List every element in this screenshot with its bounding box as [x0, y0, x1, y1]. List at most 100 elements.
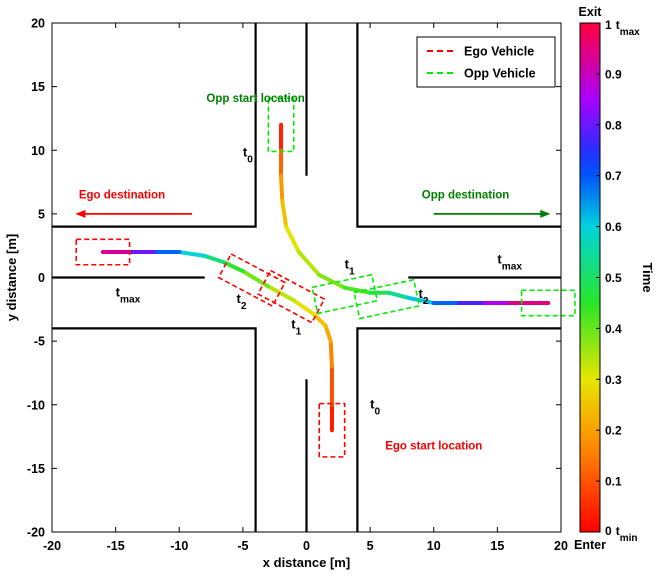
colorbar-enter-label: Enter [574, 538, 606, 552]
annotation-label: Ego start location [385, 440, 482, 452]
trajectory-segment [221, 260, 245, 274]
colorbar-tick-label: 0.6 [605, 220, 622, 234]
x-tick-label: 15 [490, 539, 504, 553]
vehicle-boxes [75, 97, 576, 458]
time-label: tmax [497, 252, 522, 273]
destination-arrow-head [540, 209, 551, 218]
colorbar-bottom-base: t [616, 524, 620, 538]
time-label: t2 [237, 291, 247, 312]
x-axis-label: x distance [m] [263, 555, 350, 570]
road-edges [52, 23, 561, 532]
trajectory-segment [279, 173, 285, 204]
y-tick-label: -20 [27, 526, 45, 540]
time-label-sub: 0 [247, 154, 253, 165]
trajectory-segment [291, 298, 317, 317]
axes: -20 -15 -10 -5 0 5 10 15 2020151050-5-10-15-20x … [4, 17, 568, 571]
time-label-base: t [418, 286, 423, 301]
trajectories [100, 122, 551, 433]
colorbar-tick-label: 0.5 [605, 271, 622, 285]
annotation-label: Opp start location [206, 93, 304, 105]
y-axis-label: y distance [m] [4, 234, 19, 321]
ego-vehicle-box [318, 402, 346, 458]
y-tick-label: 10 [31, 144, 45, 158]
y-tick-label: -5 [34, 335, 45, 349]
time-label-base: t [345, 257, 350, 272]
colorbar-tick-label: 0.3 [605, 373, 622, 387]
opp-vehicle-box [267, 97, 295, 153]
trajectory-segment [317, 272, 347, 290]
time-label: t2 [418, 286, 428, 307]
ego-vehicle-box [217, 252, 287, 308]
destination-arrow-head [75, 209, 86, 218]
time-label-base: t [370, 397, 375, 412]
trajectory-segment [342, 285, 373, 295]
time-label: t1 [291, 316, 301, 337]
x-tick-label: 20 [554, 539, 568, 553]
road-edge-1 [356, 23, 561, 228]
legend: Ego Vehicle Opp Vehicle [416, 36, 556, 88]
time-label-sub: 1 [296, 326, 302, 337]
opp-vehicle-box [353, 278, 421, 320]
colorbar-tick-label: 0.4 [605, 322, 622, 336]
y-tick-label: -10 [27, 398, 45, 412]
ego-vehicle-box [256, 269, 326, 324]
road-edge-0 [52, 23, 257, 228]
colorbar-tick-label: 0.7 [605, 169, 622, 183]
time-label-base: t [497, 252, 502, 267]
trajectory-segment [323, 323, 333, 344]
colorbar-top-tick: 1 tmax [605, 18, 640, 38]
time-label-sub: max [502, 261, 523, 272]
y-tick-label: 0 [38, 271, 45, 285]
trajectory-segment [387, 290, 411, 300]
trajectory-segment [177, 250, 207, 258]
lane-center-lines [52, 23, 561, 532]
time-label-sub: 1 [349, 266, 355, 277]
ego-vehicle-box [75, 238, 131, 266]
colorbar-top-base: t [616, 18, 620, 32]
y-tick-label: 5 [38, 207, 45, 221]
trajectory-segment [284, 224, 301, 255]
time-label-base: t [243, 145, 248, 160]
x-tick-label: -5 [237, 539, 248, 553]
time-label-base: t [116, 285, 121, 300]
colorbar-tick-label: 0.1 [605, 475, 622, 489]
legend-box [416, 36, 556, 88]
time-label: tmax [116, 285, 141, 306]
trajectory-segment [202, 253, 226, 265]
colorbar-tick-label: 0.2 [605, 424, 622, 438]
time-label-sub: 0 [374, 406, 380, 417]
time-label-base: t [237, 291, 242, 306]
colorbar-tick-label: 0.8 [605, 118, 622, 132]
time-label: t1 [345, 257, 355, 278]
colorbar-tick-label: 0.9 [605, 67, 622, 81]
colorbar-bottom-tick: 0 tmin [605, 524, 637, 544]
x-tick-label: 0 [303, 539, 310, 553]
x-tick-label: -20 [43, 539, 61, 553]
time-label: t0 [370, 397, 380, 418]
road-edge-2 [52, 327, 257, 532]
trajectory-segment [266, 284, 296, 303]
trajectory-segment [406, 295, 436, 305]
annotation-label: Opp destination [422, 190, 510, 202]
time-label-sub: max [120, 294, 141, 305]
trajectory-segment [312, 312, 328, 328]
y-tick-label: 20 [31, 17, 45, 31]
trajectory-segment [280, 199, 289, 229]
opp-vehicle-box [520, 289, 576, 317]
trajectory-segment [328, 339, 334, 369]
x-tick-label: 10 [427, 539, 441, 553]
time-label-base: t [291, 316, 296, 331]
annotations: Opp start location Ego destination Opp des… [75, 93, 551, 452]
time-label: t0 [243, 145, 253, 166]
trajectory-segment [240, 269, 271, 289]
trajectory-segment [296, 250, 322, 277]
colorbar-bottom-value: 0 [605, 524, 612, 538]
y-tick-label: -15 [27, 462, 45, 476]
y-tick-label: 15 [31, 80, 45, 94]
annotation-label: Ego destination [79, 190, 165, 202]
x-tick-label: 5 [367, 539, 374, 553]
